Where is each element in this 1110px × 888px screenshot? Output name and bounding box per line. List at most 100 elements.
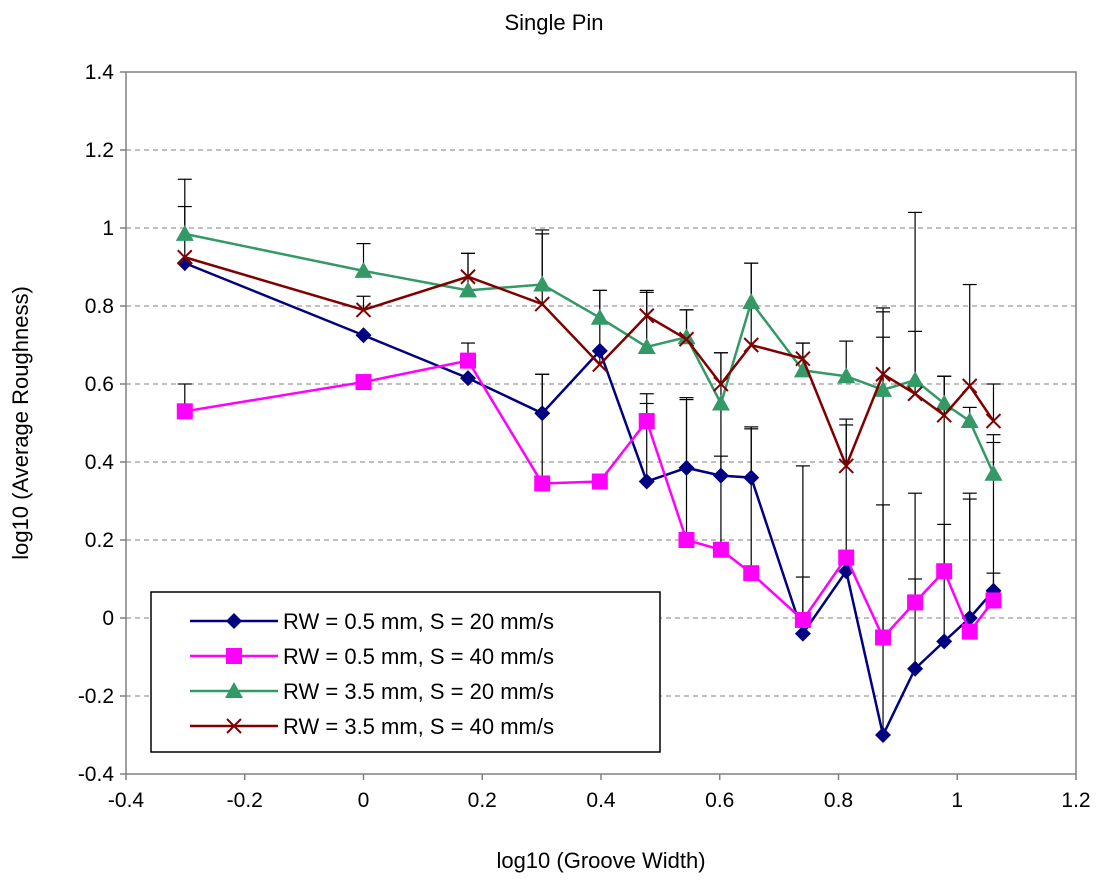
legend-item: RW = 0.5 mm, S = 40 mm/s <box>190 644 554 669</box>
x-tick-label: 0 <box>358 789 370 812</box>
y-tick-label: 1.2 <box>85 139 114 162</box>
series-layer <box>175 178 1003 743</box>
series-line <box>184 261 995 739</box>
legend-item: RW = 0.5 mm, S = 20 mm/s <box>190 609 554 634</box>
x-tick-label: -0.4 <box>108 789 145 812</box>
data-point <box>226 648 242 664</box>
data-point <box>743 565 760 582</box>
y-tick-label: 1.4 <box>85 61 115 84</box>
data-point <box>534 405 551 422</box>
data-point <box>678 331 695 347</box>
data-point <box>678 532 695 548</box>
data-point <box>591 342 608 359</box>
data-point <box>637 337 656 354</box>
data-point <box>907 660 924 677</box>
y-tick-label: 0.4 <box>85 451 115 474</box>
x-tick-label: 0.8 <box>824 789 853 812</box>
data-point <box>712 541 729 558</box>
x-axis-label: log10 (Groove Width) <box>496 848 705 873</box>
data-point <box>591 473 608 490</box>
data-point <box>936 633 953 650</box>
data-point <box>460 370 476 387</box>
data-point <box>460 269 476 285</box>
data-point <box>985 592 1002 609</box>
legend-label: RW = 3.5 mm, S = 40 mm/s <box>283 714 554 739</box>
data-point <box>355 374 372 391</box>
x-tick-label: 0.2 <box>468 789 497 812</box>
legend-label: RW = 0.5 mm, S = 20 mm/s <box>283 609 554 634</box>
chart-title: Single Pin <box>504 10 603 35</box>
data-point <box>712 467 729 484</box>
data-point <box>875 366 891 382</box>
axes-layer: -0.4 -0.2 0 0.2 0.4 0.6 0.8 1 1.2 1.4 -0.4 -0.2 0 0.2… <box>78 61 1091 812</box>
data-point <box>985 413 1002 429</box>
data-point <box>984 464 1003 481</box>
data-point <box>460 352 476 369</box>
data-point <box>638 413 655 430</box>
data-point <box>534 296 550 312</box>
data-point <box>874 380 893 397</box>
legend-item: RW = 3.5 mm, S = 20 mm/s <box>190 679 554 704</box>
data-point <box>794 611 811 628</box>
y-tick-label: 0.8 <box>85 295 114 318</box>
data-point <box>906 371 925 388</box>
data-point <box>590 308 609 325</box>
data-point <box>533 275 552 292</box>
y-tick-label: -0.2 <box>78 685 114 708</box>
series-line <box>184 256 995 470</box>
data-point <box>177 249 193 265</box>
data-point <box>795 350 811 367</box>
data-point <box>711 394 730 411</box>
data-point <box>742 293 761 310</box>
data-point <box>960 412 979 429</box>
data-point <box>226 718 242 734</box>
data-point <box>639 308 655 324</box>
data-point <box>743 337 759 353</box>
data-point <box>935 394 954 411</box>
x-tick-label: 0.4 <box>586 789 616 812</box>
y-tick-label: 0.6 <box>85 373 114 396</box>
data-point <box>677 328 696 345</box>
legend: RW = 0.5 mm, S = 20 mm/s RW = 0.5 mm, S =… <box>150 591 661 753</box>
data-point <box>678 459 695 476</box>
data-point <box>793 361 812 378</box>
legend-label: RW = 3.5 mm, S = 20 mm/s <box>283 679 554 704</box>
data-point <box>355 302 372 318</box>
x-tick-label: 1.2 <box>1061 789 1090 812</box>
y-tick-label: -0.4 <box>78 763 115 786</box>
data-point <box>936 407 952 423</box>
y-tick-label: 0.2 <box>85 529 114 552</box>
data-point <box>355 327 372 344</box>
x-tick-label: -0.2 <box>227 789 263 812</box>
y-tick-label: 0 <box>102 607 114 630</box>
data-point <box>794 625 811 642</box>
y-tick-label: 1 <box>102 217 114 240</box>
data-point <box>226 613 242 629</box>
data-point <box>936 563 953 580</box>
y-axis-label: log10 (Average Roughness) <box>8 286 33 560</box>
data-point <box>875 629 892 646</box>
data-point <box>838 549 855 566</box>
series-4 <box>177 249 1002 474</box>
legend-item: RW = 3.5 mm, S = 40 mm/s <box>190 714 554 739</box>
data-point <box>713 376 729 392</box>
series-3 <box>175 224 1003 481</box>
x-tick-label: 1 <box>951 789 963 812</box>
data-point <box>592 356 608 373</box>
data-point <box>225 682 243 698</box>
data-point <box>743 469 760 486</box>
series-line <box>184 232 995 475</box>
data-point <box>837 367 856 384</box>
data-point <box>534 475 551 492</box>
data-point <box>176 403 193 420</box>
series-2 <box>176 352 1002 646</box>
series-line <box>184 359 995 640</box>
legend-label: RW = 0.5 mm, S = 40 mm/s <box>283 644 554 669</box>
data-point <box>838 458 854 474</box>
data-point <box>961 623 978 640</box>
data-point <box>907 594 924 611</box>
data-point <box>907 386 923 402</box>
data-point <box>638 473 655 490</box>
